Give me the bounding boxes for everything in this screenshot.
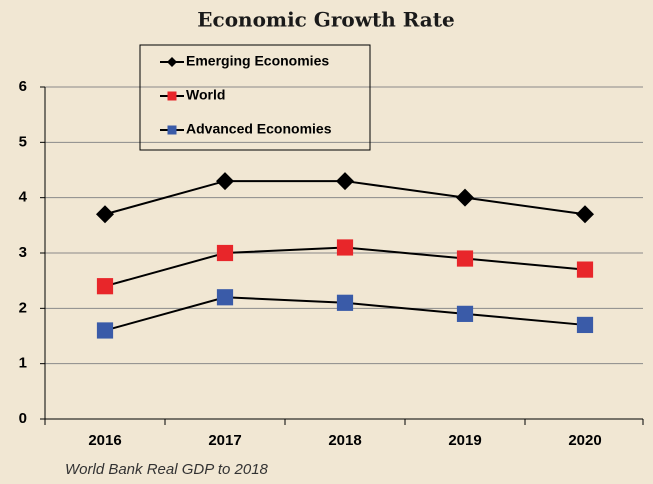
y-tick-label: 0 xyxy=(19,410,27,427)
legend-marker xyxy=(167,125,177,135)
marker xyxy=(216,289,234,306)
y-tick-label: 5 xyxy=(19,133,27,150)
x-tick-label: 2016 xyxy=(88,432,121,449)
marker xyxy=(576,261,594,278)
legend-box xyxy=(139,44,371,151)
marker xyxy=(576,316,594,334)
legend-marker xyxy=(167,91,177,101)
chart-title: Economic Growth Rate xyxy=(197,8,454,32)
legend-label: World xyxy=(186,87,225,103)
footnote: World Bank Real GDP to 2018 xyxy=(65,461,269,478)
y-tick-label: 4 xyxy=(19,189,28,206)
marker xyxy=(216,172,234,191)
marker xyxy=(96,278,114,295)
legend-marker xyxy=(167,57,177,67)
x-tick-label: 2019 xyxy=(448,432,481,449)
marker xyxy=(96,205,114,224)
marker xyxy=(336,294,354,311)
x-tick-label: 2017 xyxy=(208,432,241,449)
x-tick-label: 2018 xyxy=(328,432,361,449)
y-tick-label: 2 xyxy=(19,299,27,316)
x-tick-label: 2020 xyxy=(568,432,601,449)
marker xyxy=(216,244,234,262)
marker xyxy=(336,172,354,191)
y-tick-label: 6 xyxy=(19,78,27,95)
marker xyxy=(96,322,114,339)
y-tick-label: 1 xyxy=(19,355,27,372)
y-tick-label: 3 xyxy=(19,244,27,261)
marker xyxy=(456,305,474,322)
legend-label: Emerging Economies xyxy=(186,53,329,69)
marker xyxy=(456,188,474,207)
legend-label: Advanced Economies xyxy=(186,121,332,137)
marker xyxy=(456,250,474,267)
marker xyxy=(336,239,354,256)
marker xyxy=(576,205,594,224)
